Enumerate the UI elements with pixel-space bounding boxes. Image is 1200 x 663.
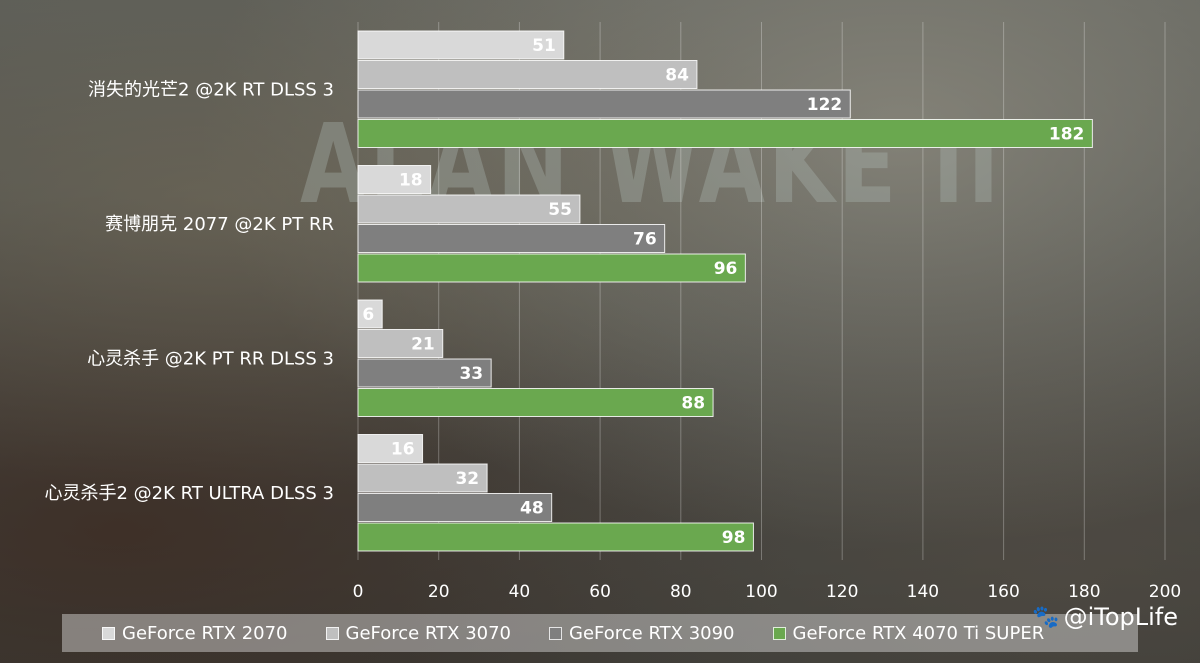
bar-value-label: 6 (362, 305, 374, 325)
legend-label: GeForce RTX 4070 Ti SUPER (792, 622, 1045, 644)
bar (357, 119, 1093, 148)
bar-value-label: 182 (1049, 125, 1085, 145)
bar-value-label: 18 (399, 171, 423, 191)
legend-swatch (102, 626, 115, 640)
bar (357, 165, 432, 194)
x-tick-label: 100 (745, 582, 777, 602)
x-tick-label: 200 (1149, 582, 1181, 602)
bar (357, 30, 565, 60)
bar (357, 224, 666, 253)
bar-value-label: 96 (714, 259, 738, 279)
bar (357, 522, 754, 552)
bar (357, 358, 492, 388)
legend-item: GeForce RTX 2070 (102, 623, 288, 644)
bar (357, 299, 383, 329)
bar (357, 89, 851, 119)
legend-item: GeForce RTX 4070 Ti SUPER (772, 622, 1045, 644)
bar (357, 434, 424, 463)
credit-text: @iTopLife (1063, 603, 1178, 631)
bar-value-label: 21 (411, 335, 435, 355)
bar (357, 194, 581, 224)
bar-value-label: 122 (807, 95, 843, 115)
x-tick-label: 140 (907, 582, 939, 602)
category-label: 心灵杀手 @2K PT RR DLSS 3 (87, 348, 334, 369)
legend-label: GeForce RTX 3090 (569, 622, 735, 644)
paw-icon: 🐾 (1032, 604, 1060, 630)
bar-value-label: 16 (391, 440, 415, 460)
credit-watermark: 🐾 @iTopLife (1032, 603, 1178, 631)
bar-value-label: 98 (722, 528, 746, 548)
x-tick-label: 160 (987, 582, 1019, 602)
x-tick-label: 40 (509, 582, 531, 602)
bar-value-label: 48 (520, 499, 544, 519)
legend-swatch (325, 626, 339, 640)
bar-value-label: 32 (455, 469, 479, 489)
legend-swatch (772, 626, 786, 640)
category-label: 消失的光芒2 @2K RT DLSS 3 (88, 79, 334, 100)
bar (357, 253, 746, 283)
bar-value-label: 55 (548, 200, 572, 220)
x-tick-label: 20 (428, 582, 450, 602)
category-labels: 消失的光芒2 @2K RT DLSS 3 赛博朋克 2077 @2K PT RR 心… (44, 79, 334, 504)
bars: 51 84 122 182 18 55 76 96 6 21 33 88 16 32 48 98 (357, 30, 1093, 552)
x-tick-label: 80 (670, 582, 692, 602)
bar-value-label: 76 (633, 230, 657, 250)
bar (357, 388, 714, 417)
x-tick-label: 180 (1068, 582, 1100, 602)
legend-label: GeForce RTX 3070 (345, 622, 512, 644)
legend-label: GeForce RTX 2070 (122, 622, 288, 644)
legend-item: GeForce RTX 3090 (549, 623, 735, 644)
bar-value-label: 88 (681, 394, 705, 414)
x-tick-label: 0 (353, 582, 364, 602)
bar (357, 329, 444, 358)
legend-swatch (549, 626, 562, 640)
category-label: 赛博朋克 2077 @2K PT RR (105, 214, 334, 235)
bar (357, 60, 698, 89)
legend-item: GeForce RTX 3070 (325, 622, 512, 644)
bar-value-label: 51 (532, 36, 556, 56)
bar (357, 493, 553, 522)
category-label: 心灵杀手2 @2K RT ULTRA DLSS 3 (44, 483, 334, 504)
bar (357, 463, 488, 493)
x-axis-tick-labels: 0 20 40 60 80 100 120 140 160 180 200 (353, 582, 1182, 602)
bar-value-label: 33 (459, 364, 483, 384)
legend: GeForce RTX 2070 GeForce RTX 3070 GeForce … (62, 614, 1138, 652)
x-tick-label: 120 (826, 582, 858, 602)
bar-value-label: 84 (665, 66, 689, 86)
x-tick-label: 60 (589, 582, 611, 602)
